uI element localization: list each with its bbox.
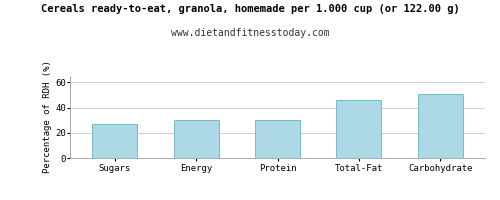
Text: www.dietandfitnesstoday.com: www.dietandfitnesstoday.com [170,28,330,38]
Bar [336,100,382,158]
Bar [92,124,137,158]
Bar [418,94,463,158]
Text: Cereals ready-to-eat, granola, homemade per 1.000 cup (or 122.00 g): Cereals ready-to-eat, granola, homemade … [40,4,460,14]
Bar [174,120,218,158]
Bar [255,120,300,158]
Y-axis label: Percentage of RDH (%): Percentage of RDH (%) [44,61,52,173]
